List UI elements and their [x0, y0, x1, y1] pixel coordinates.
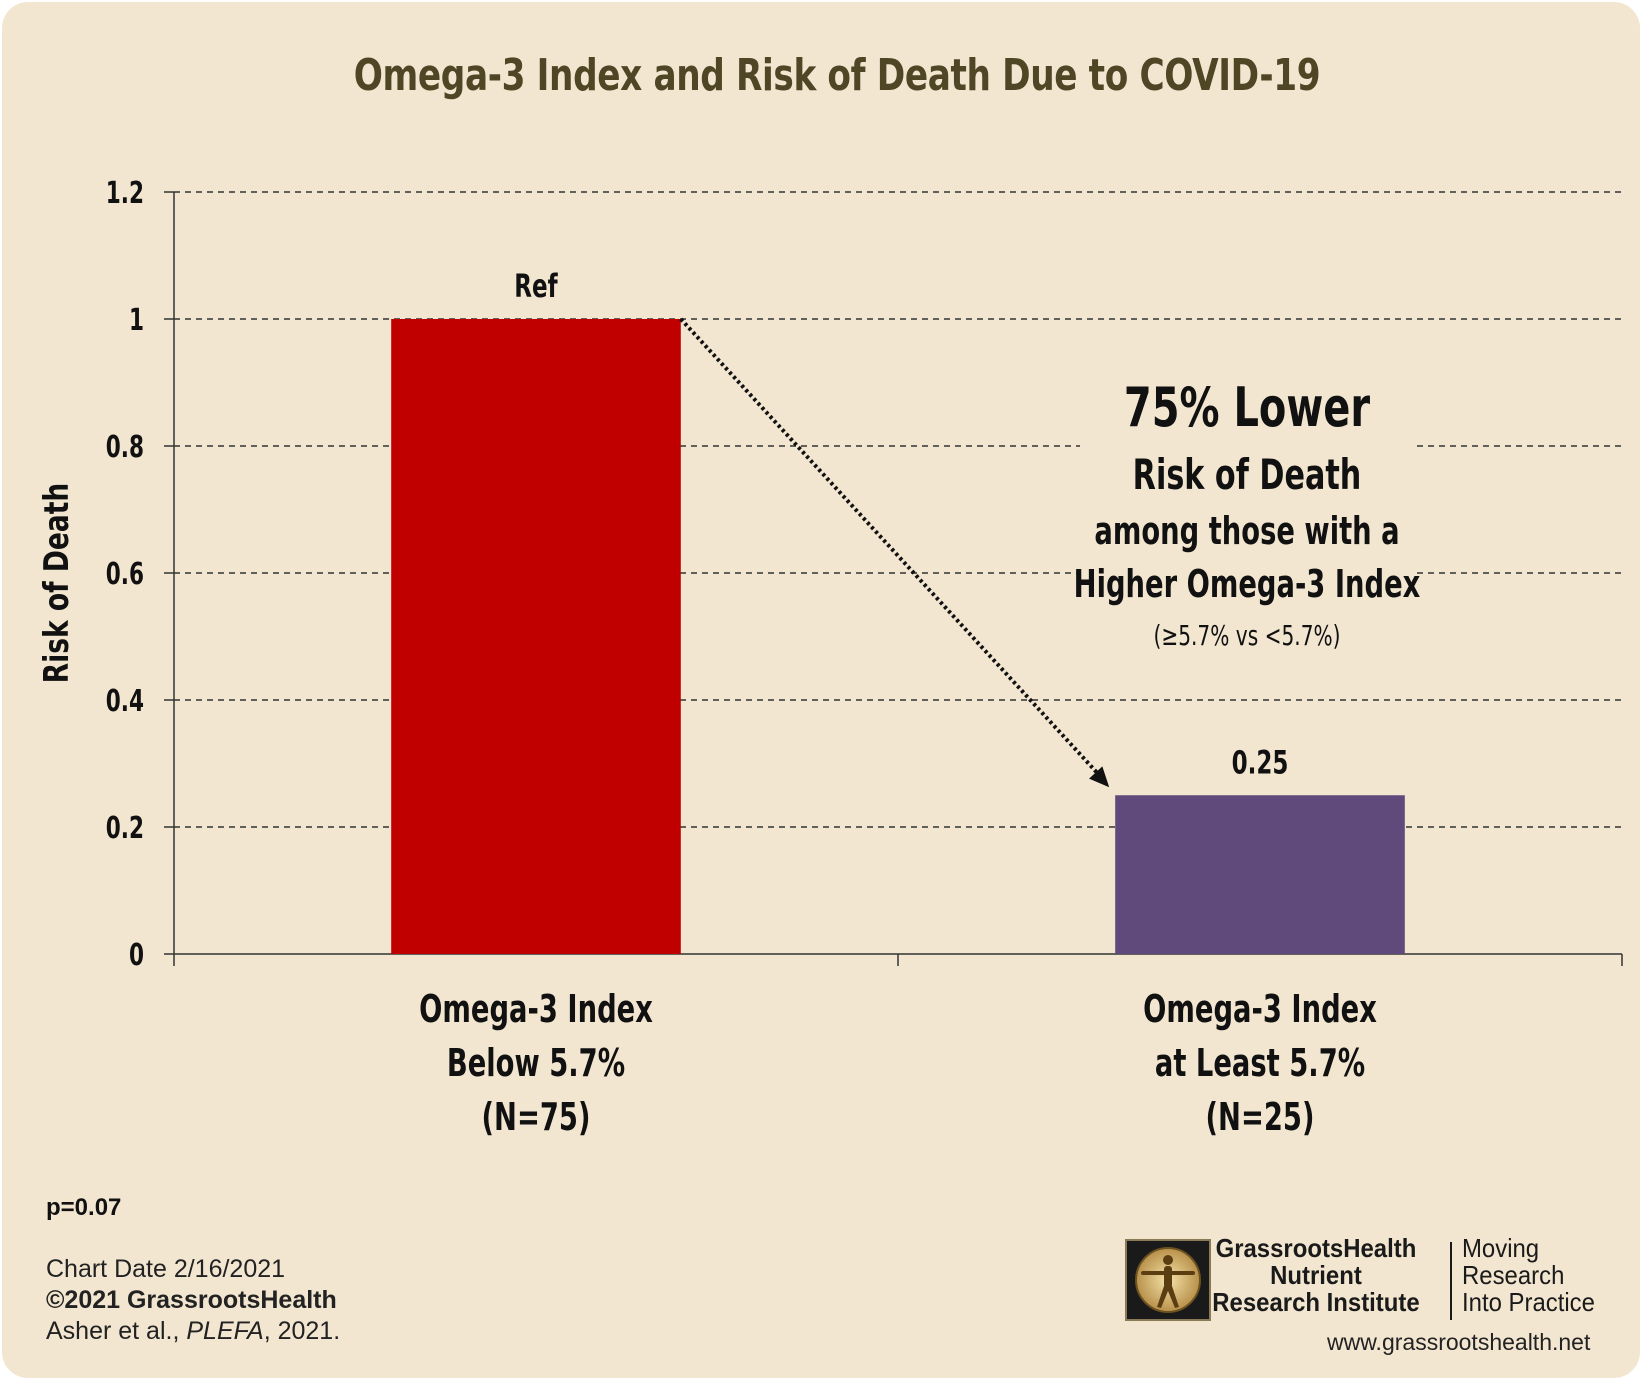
bars	[391, 319, 1405, 954]
arrow-line	[679, 317, 1103, 779]
org-line-2: Nutrient	[1270, 1260, 1362, 1290]
p-value: p=0.07	[46, 1194, 122, 1221]
chart-date: Chart Date 2/16/2021	[46, 1255, 286, 1283]
x-category-label: (N=75)	[482, 1094, 591, 1139]
website-url: www.grassrootshealth.net	[1327, 1329, 1591, 1355]
bar-chart: 0 0.2 0.4 0.6 0.8 1 1.2 Risk of Death Ref Omega-3…	[38, 177, 1623, 1140]
annotation: 75% Lower Risk of Death among those with a…	[679, 317, 1421, 788]
tagline-line-3: Into Practice	[1462, 1287, 1595, 1317]
annotation-line: Higher Omega-3 Index	[1074, 561, 1421, 606]
annotation-headline: 75% Lower	[1124, 377, 1371, 440]
x-category-label: Below 5.7%	[447, 1040, 625, 1085]
y-tick-label: 0.6	[106, 558, 144, 592]
tagline-line-2: Research	[1462, 1260, 1565, 1290]
organization-name: GrassrootsHealth Nutrient Research Insti…	[1212, 1235, 1420, 1316]
y-tick-label: 0.8	[106, 431, 144, 465]
y-tick-label: 0.2	[106, 812, 144, 846]
bar-data-label: Ref	[514, 267, 558, 305]
tagline-line-1: Moving	[1462, 1233, 1540, 1263]
y-axis-label: Risk of Death	[38, 483, 77, 684]
y-tick-label: 0	[129, 939, 144, 973]
y-tick-label: 0.4	[106, 685, 144, 719]
annotation-line: Risk of Death	[1133, 450, 1362, 499]
annotation-line: among those with a	[1094, 508, 1399, 553]
org-line-1: GrassrootsHealth	[1215, 1233, 1417, 1263]
citation-authors: Asher et al.,	[46, 1317, 187, 1345]
x-category-label: Omega-3 Index	[1143, 986, 1377, 1031]
labels: 0 0.2 0.4 0.6 0.8 1 1.2 Risk of Death Ref Omega-3…	[38, 177, 1377, 1140]
org-line-3: Research Institute	[1212, 1287, 1420, 1317]
bar-data-label: 0.25	[1232, 743, 1289, 781]
logo-divider	[1450, 1242, 1452, 1320]
bar	[1115, 795, 1405, 954]
tagline: Moving Research Into Practice	[1462, 1235, 1595, 1316]
x-category-label: (N=25)	[1206, 1094, 1315, 1139]
arrow-head	[1089, 766, 1110, 788]
bar	[391, 319, 681, 954]
vitruvian-logo-icon	[1125, 1239, 1211, 1321]
annotation-bg	[1080, 362, 1416, 662]
y-tick-label: 1.2	[106, 177, 144, 211]
annotation-line: (≥5.7% vs <5.7%)	[1153, 619, 1340, 652]
citation-year: , 2021.	[263, 1317, 341, 1345]
x-category-label: at Least 5.7%	[1155, 1040, 1365, 1085]
citation-journal: PLEFA	[186, 1317, 264, 1345]
chart-title: Omega-3 Index and Risk of Death Due to C…	[353, 50, 1321, 101]
copyright: ©2021 GrassrootsHealth	[46, 1286, 337, 1314]
y-tick-label: 1	[129, 304, 144, 338]
citation: Asher et al., PLEFA, 2021.	[46, 1317, 340, 1346]
x-category-label: Omega-3 Index	[419, 986, 653, 1031]
